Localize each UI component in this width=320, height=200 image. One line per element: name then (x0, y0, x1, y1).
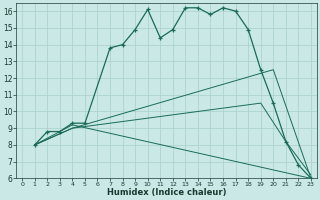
X-axis label: Humidex (Indice chaleur): Humidex (Indice chaleur) (107, 188, 226, 197)
